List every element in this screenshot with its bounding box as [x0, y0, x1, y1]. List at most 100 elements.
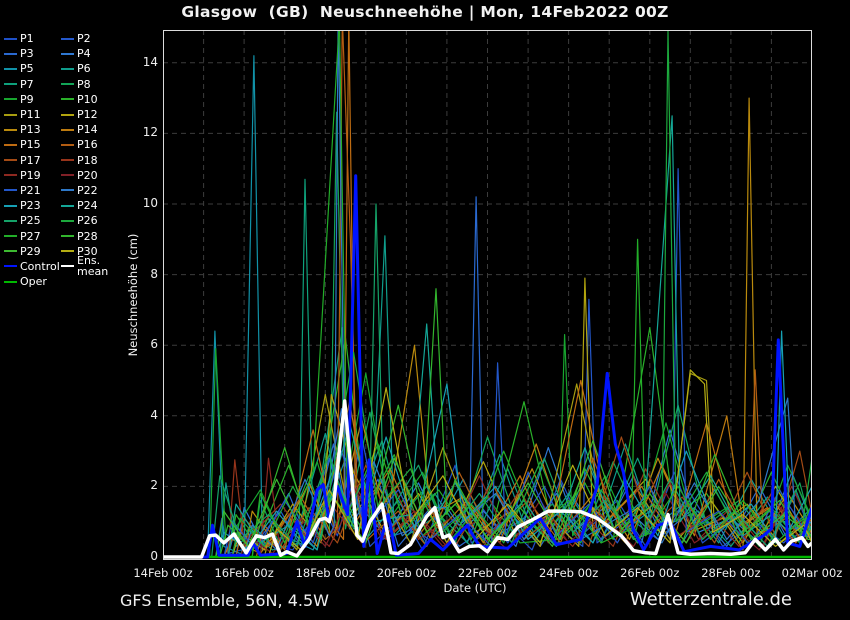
- legend-label: Control: [20, 259, 60, 273]
- legend-label: P24: [77, 199, 98, 213]
- legend-item-p18: P18: [61, 153, 118, 168]
- legend-color-dash: [4, 83, 17, 86]
- legend-label: P8: [77, 77, 91, 91]
- legend-item-p14: P14: [61, 122, 118, 137]
- legend-label: Ens. mean: [77, 254, 109, 279]
- legend-color-dash: [61, 52, 74, 55]
- legend-item-p11: P11: [4, 107, 61, 122]
- x-tick-label: 16Feb 00z: [214, 566, 274, 580]
- legend-item-p19: P19: [4, 168, 61, 183]
- legend-item-p25: P25: [4, 213, 61, 228]
- y-tick-label: 0: [150, 549, 158, 563]
- legend-item-p15: P15: [4, 137, 61, 152]
- legend-color-dash: [61, 143, 74, 146]
- x-tick-label: 20Feb 00z: [376, 566, 437, 580]
- legend-item-p12: P12: [61, 107, 118, 122]
- x-tick-label: 28Feb 00z: [701, 566, 761, 580]
- legend-item-p1: P1: [4, 31, 61, 46]
- y-tick-label: 8: [150, 266, 158, 281]
- legend-label: P2: [77, 32, 91, 46]
- legend-item-p23: P23: [4, 198, 61, 213]
- legend-label: P11: [20, 108, 41, 122]
- legend-label: P7: [20, 77, 34, 91]
- plot-frame: [163, 30, 812, 560]
- legend-label: P5: [20, 62, 34, 76]
- legend-color-dash: [61, 98, 74, 101]
- model-info-text: GFS Ensemble, 56N, 4.5W: [120, 591, 329, 610]
- legend-color-dash: [4, 52, 17, 55]
- legend-item-p21: P21: [4, 183, 61, 198]
- series-p26: [163, 30, 812, 558]
- y-tick-label: 10: [142, 196, 158, 210]
- legend-label: P18: [77, 153, 98, 167]
- legend-color-dash: [4, 98, 17, 101]
- x-tick-label: 24Feb 00z: [538, 566, 599, 580]
- legend-color-dash: [4, 159, 17, 162]
- series-p23: [163, 330, 812, 558]
- legend-color-dash: [61, 189, 74, 192]
- legend-item-p3: P3: [4, 46, 61, 61]
- legend-color-dash: [4, 204, 17, 207]
- legend-color-dash: [61, 128, 74, 131]
- legend-item-p9: P9: [4, 92, 61, 107]
- legend-item-p13: P13: [4, 122, 61, 137]
- legend-color-dash: [61, 219, 74, 222]
- y-tick-label: 2: [150, 478, 158, 493]
- legend-label: P14: [77, 123, 98, 137]
- y-tick-label: 6: [150, 337, 158, 352]
- legend-item-p2: P2: [61, 31, 118, 46]
- legend-label: P30: [77, 244, 98, 258]
- legend-label: P12: [77, 108, 98, 122]
- legend-color-dash: [4, 189, 17, 192]
- series-p12: [163, 277, 812, 558]
- legend-label: P17: [20, 153, 41, 167]
- series-p29: [163, 439, 812, 558]
- legend-color-dash: [61, 113, 74, 116]
- legend-color-dash: [4, 265, 17, 268]
- series-p27: [163, 30, 812, 558]
- legend-color-dash: [4, 37, 17, 40]
- legend-label: P19: [20, 168, 41, 182]
- legend-item-p27: P27: [4, 228, 61, 243]
- legend-color-dash: [4, 235, 17, 238]
- x-tick-label: 02Mar 00z: [781, 566, 843, 580]
- series-p3: [163, 196, 812, 558]
- legend-color-dash: [61, 83, 74, 86]
- legend-item-p24: P24: [61, 198, 118, 213]
- legend-item-p29: P29: [4, 244, 61, 259]
- legend-label: P20: [77, 168, 98, 182]
- legend-item-p26: P26: [61, 213, 118, 228]
- legend-label: P4: [77, 47, 91, 61]
- legend-color-dash: [61, 37, 74, 40]
- legend-item-p17: P17: [4, 153, 61, 168]
- legend-item-p5: P5: [4, 61, 61, 76]
- legend-label: P15: [20, 138, 41, 152]
- series-p28: [163, 288, 812, 558]
- legend-color-dash: [4, 219, 17, 222]
- legend-item-p6: P6: [61, 61, 118, 76]
- legend-label: P28: [77, 229, 98, 243]
- legend-item-p10: P10: [61, 92, 118, 107]
- legend-item-ens-mean: Ens. mean: [61, 255, 118, 277]
- legend-color-dash: [4, 67, 17, 70]
- x-tick-label: 26Feb 00z: [620, 566, 680, 580]
- legend-label: P9: [20, 92, 34, 106]
- legend-label: P26: [77, 214, 98, 228]
- legend-item-p7: P7: [4, 77, 61, 92]
- legend-item-p4: P4: [61, 46, 118, 61]
- ensemble-plot-svg: [163, 30, 812, 560]
- legend-color-dash: [61, 159, 74, 162]
- y-tick-label: 4: [150, 407, 158, 422]
- legend-label: P29: [20, 244, 41, 258]
- ensemble-legend: P1 P2 P3 P4 P5 P6 P7 P8 P9 P10 P11 P12 P13 P14 P15 P16 P…: [4, 31, 118, 289]
- series-control: [163, 174, 812, 559]
- legend-label: P21: [20, 183, 41, 197]
- legend-label: Oper: [20, 275, 47, 289]
- ensemble-plot-area: [163, 30, 812, 560]
- legend-item-p16: P16: [61, 137, 118, 152]
- y-tick-label: 12: [142, 125, 158, 140]
- legend-label: P23: [20, 199, 41, 213]
- legend-color-dash: [61, 265, 74, 268]
- legend-color-dash: [61, 250, 74, 253]
- legend-item-p20: P20: [61, 168, 118, 183]
